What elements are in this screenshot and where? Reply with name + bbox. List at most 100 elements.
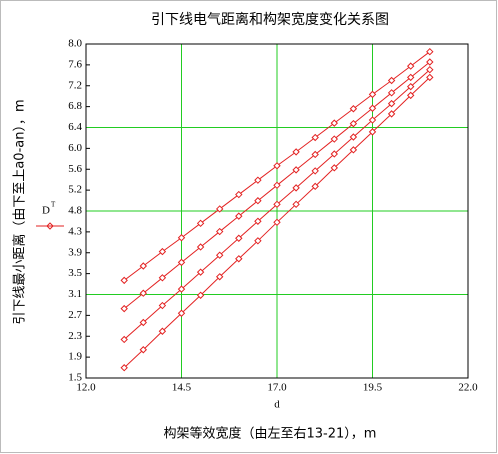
point-marker [292, 200, 300, 209]
legend-marker [46, 222, 54, 230]
point-marker [387, 110, 396, 118]
x-tick-label: 14.5 [172, 382, 192, 394]
point-marker [196, 291, 205, 299]
y-tick-label: 5.2 [68, 184, 82, 196]
point-marker [406, 62, 415, 70]
point-marker [426, 73, 434, 82]
point-marker [311, 133, 319, 142]
point-marker [120, 364, 128, 372]
plot-border [85, 43, 469, 379]
x-tick-label: 22.0 [458, 382, 478, 394]
point-marker [292, 148, 300, 156]
x-tick-label: 12.0 [76, 382, 96, 394]
point-marker [426, 58, 434, 66]
y-tick-label: 3.5 [68, 267, 82, 279]
point-marker [158, 301, 167, 310]
y-axis-label: 引下线最小距离（由下至上a0-an），m [12, 99, 28, 324]
point-marker [158, 274, 167, 282]
caption: 构架等效宽度（由左至右13-21），m [164, 426, 377, 442]
y-tick-label: 6.8 [68, 100, 82, 112]
point-marker [120, 276, 128, 285]
legend-sup: T [51, 201, 56, 209]
legend-label: D [42, 205, 50, 217]
point-marker [235, 255, 243, 263]
point-marker [349, 105, 358, 113]
point-marker [158, 247, 167, 256]
point-marker [177, 234, 186, 242]
point-marker [426, 48, 434, 56]
point-marker [406, 73, 415, 82]
point-marker [349, 146, 358, 154]
point-marker [215, 273, 224, 281]
point-marker [330, 119, 339, 127]
y-tick-label: 1.9 [68, 351, 82, 363]
point-marker [254, 237, 262, 245]
point-marker [349, 119, 358, 128]
point-marker [120, 335, 128, 344]
point-marker [406, 91, 415, 100]
y-tick-label: 3.1 [68, 288, 82, 300]
point-marker [139, 346, 148, 354]
point-marker [215, 205, 224, 213]
x-tick-label: 17.0 [267, 382, 287, 394]
point-marker [196, 219, 205, 228]
point-marker [235, 190, 243, 199]
point-marker [158, 327, 167, 335]
x-axis-label: d [274, 399, 280, 411]
point-marker [139, 289, 148, 297]
y-tick-label: 4.8 [68, 205, 82, 217]
point-marker [387, 99, 396, 108]
point-marker [235, 234, 243, 242]
point-marker [196, 243, 205, 251]
y-tick-label: 2.3 [68, 330, 82, 342]
point-marker [177, 309, 186, 317]
point-marker [273, 181, 281, 190]
point-marker [215, 227, 224, 236]
point-marker [273, 200, 281, 209]
point-marker [368, 128, 377, 136]
point-marker [311, 150, 319, 159]
point-marker [254, 217, 262, 225]
point-marker [368, 116, 377, 124]
point-marker [235, 212, 243, 220]
point-marker [273, 162, 281, 170]
point-marker [330, 164, 339, 172]
point-marker [368, 104, 377, 112]
y-tick-label: 5.6 [68, 163, 82, 175]
point-marker [273, 218, 281, 227]
point-marker [311, 182, 319, 191]
point-marker [387, 76, 396, 85]
y-tick-label: 6.0 [68, 142, 82, 154]
y-tick-label: 6.4 [68, 121, 82, 133]
point-marker [292, 166, 300, 174]
y-tick-label: 4.3 [68, 225, 82, 237]
point-marker [254, 176, 262, 184]
point-marker [349, 133, 358, 141]
point-marker [406, 82, 415, 91]
point-marker [311, 167, 319, 175]
point-marker [196, 268, 205, 276]
point-marker [139, 262, 148, 270]
point-marker [330, 135, 339, 143]
chart-title: 引下线电气距离和构架宽度变化关系图 [151, 11, 389, 28]
y-tick-label: 7.2 [68, 79, 82, 91]
x-tick-label: 19.5 [363, 382, 383, 394]
y-tick-label: 1.5 [68, 372, 82, 384]
point-marker [426, 65, 434, 74]
y-tick-label: 3.9 [68, 246, 82, 258]
point-marker [215, 251, 224, 259]
point-marker [292, 184, 300, 192]
point-marker [254, 197, 262, 205]
y-tick-label: 7.6 [68, 58, 82, 70]
point-marker [368, 90, 377, 99]
point-marker [330, 150, 339, 158]
point-marker [387, 89, 396, 97]
y-tick-label: 8.0 [68, 38, 82, 50]
point-marker [120, 304, 128, 313]
point-marker [139, 318, 148, 327]
y-tick-label: 2.7 [68, 309, 82, 321]
point-marker [177, 285, 186, 293]
